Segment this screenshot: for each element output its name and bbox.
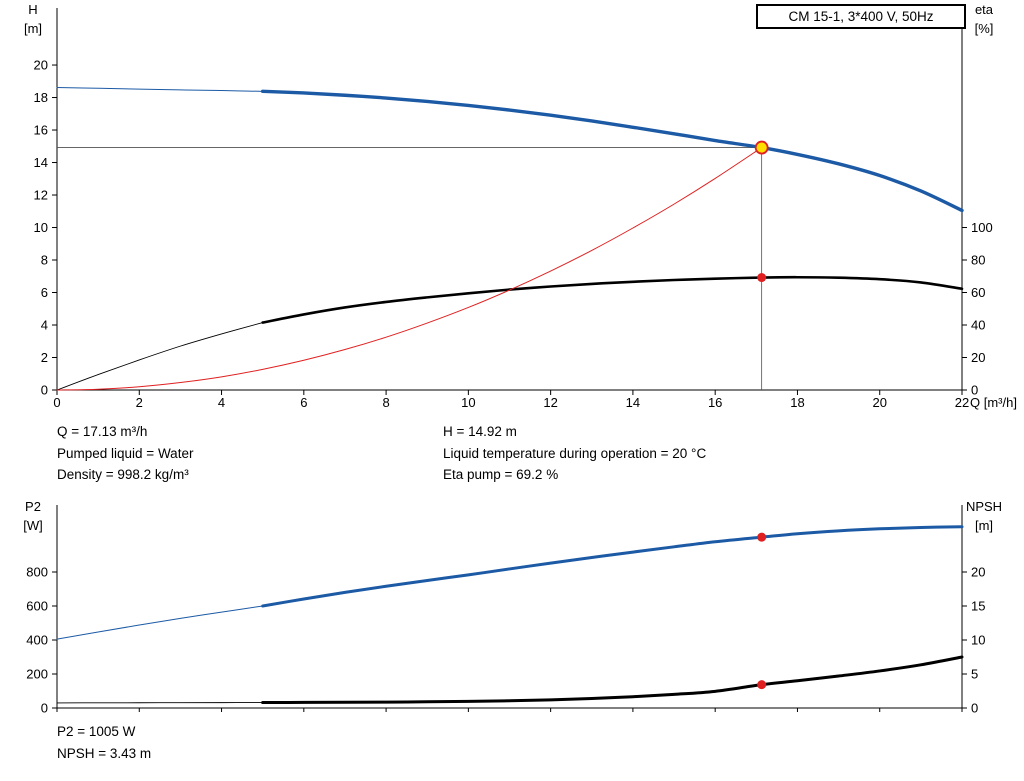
x-tick-label: 4: [218, 395, 225, 410]
y-right-tick-label: 15: [971, 598, 985, 613]
y-right-tick-label: 0: [971, 701, 978, 716]
y-right-tick-label: 10: [971, 632, 985, 647]
info-pumped-liquid: Pumped liquid = Water: [57, 445, 194, 461]
system-curve: [56, 147, 763, 391]
y-left-tick-label: 12: [34, 188, 48, 203]
pump-title: CM 15-1, 3*400 V, 50Hz: [788, 9, 934, 24]
duty-info-right: H = 14.92 m Liquid temperature during op…: [443, 421, 706, 486]
info-flow: Q = 17.13 m³/h: [57, 424, 148, 439]
y-right-axis-unit-label: NPSH: [966, 499, 1002, 514]
y-left-tick-label: 4: [41, 318, 48, 333]
y-right-tick-label: 40: [971, 318, 985, 333]
y-left-tick-label: 6: [41, 285, 48, 300]
duty-point-head: [754, 140, 769, 155]
y-left-tick-label: 200: [26, 666, 48, 681]
y-right-axis-unit-label: [%]: [975, 21, 994, 36]
y-right-tick-label: 80: [971, 253, 985, 268]
info-liquid-temperature: Liquid temperature during operation = 20…: [443, 445, 707, 461]
y-left-tick-label: 0: [41, 701, 48, 716]
info-npsh: NPSH = 3.43 m: [57, 745, 152, 761]
info-eta-pump: Eta pump = 69.2 %: [443, 467, 559, 482]
y-right-axis-unit-label: eta: [975, 2, 994, 17]
x-axis-unit-label: Q [m³/h]: [970, 395, 1017, 410]
y-left-tick-label: 18: [34, 90, 48, 105]
x-tick-label: 22: [955, 395, 969, 410]
y-left-tick-label: 8: [41, 253, 48, 268]
npsh-curve: [261, 655, 964, 705]
x-tick-label: 12: [543, 395, 557, 410]
x-tick-label: 6: [300, 395, 307, 410]
hq-chart: 0 2 4 6 8 10 12 14 16 18 20 0 20 40 60 80 100 0 2 4 6 8 10 12 14…: [24, 2, 1017, 410]
p2-npsh-chart: 0 200 400 600 800 0 5 10 15 20 P2 [W] NPSH [m]: [23, 499, 1002, 716]
y-left-axis-unit-label: H: [28, 2, 37, 17]
eta-curve: [261, 275, 964, 324]
x-tick-label: 14: [626, 395, 640, 410]
x-tick-label: 16: [708, 395, 722, 410]
y-left-tick-label: 20: [34, 58, 48, 73]
y-left-tick-label: 10: [34, 220, 48, 235]
y-right-tick-label: 60: [971, 285, 985, 300]
y-left-tick-label: 0: [41, 383, 48, 398]
x-tick-label: 18: [790, 395, 804, 410]
info-density: Density = 998.2 kg/m³: [57, 467, 189, 482]
x-tick-label: 10: [461, 395, 475, 410]
duty-info-bottom: P2 = 1005 W NPSH = 3.43 m: [57, 721, 151, 764]
y-right-tick-label: 20: [971, 564, 985, 579]
y-left-tick-label: 2: [41, 350, 48, 365]
y-right-tick-label: 5: [971, 666, 978, 681]
info-p2: P2 = 1005 W: [57, 724, 136, 739]
duty-point-npsh: [757, 680, 767, 690]
duty-info-left: Q = 17.13 m³/h Pumped liquid = Water Den…: [57, 421, 193, 486]
y-left-tick-label: 16: [34, 123, 48, 138]
y-left-tick-label: 800: [26, 564, 48, 579]
p2-curve: [261, 525, 964, 608]
x-tick-label: 20: [872, 395, 886, 410]
y-right-tick-label: 0: [971, 383, 978, 398]
head-curve: [260, 89, 964, 213]
y-left-axis-unit-label: [m]: [24, 21, 42, 36]
p2-curve-thin: [56, 605, 264, 640]
info-head: H = 14.92 m: [443, 424, 517, 439]
x-tick-label: 2: [136, 395, 143, 410]
y-right-tick-label: 100: [971, 220, 993, 235]
head-curve-thin: [56, 86, 264, 92]
duty-point-eta: [757, 273, 767, 283]
y-left-tick-label: 600: [26, 598, 48, 613]
duty-point-p2: [757, 532, 767, 542]
x-tick-label: 0: [53, 395, 60, 410]
pump-title-box: CM 15-1, 3*400 V, 50Hz: [756, 4, 966, 29]
y-right-axis-unit-label: [m]: [975, 518, 993, 533]
y-left-tick-label: 14: [34, 155, 48, 170]
eta-curve-thin: [56, 322, 264, 391]
x-tick-label: 8: [382, 395, 389, 410]
y-right-tick-label: 20: [971, 350, 985, 365]
y-left-tick-label: 400: [26, 632, 48, 647]
y-left-axis-unit-label: P2: [25, 499, 41, 514]
y-left-axis-unit-label: [W]: [23, 518, 43, 533]
